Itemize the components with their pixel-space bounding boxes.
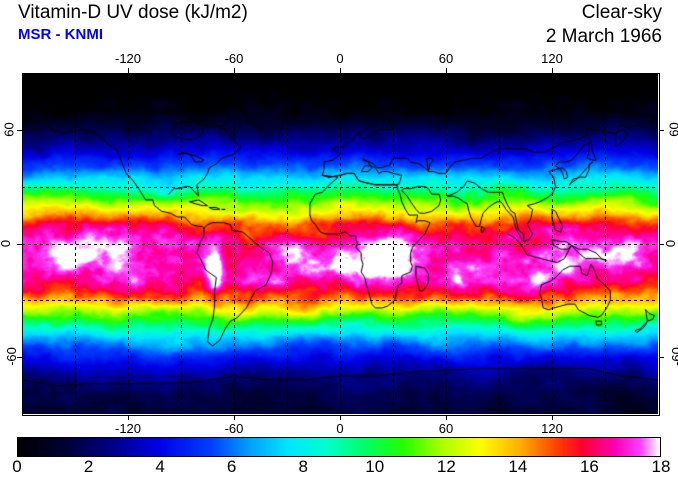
xtick-top — [552, 68, 553, 73]
ytick-label-left: 60 — [1, 122, 17, 137]
colorbar — [17, 437, 661, 457]
xtick-label-top: 0 — [336, 51, 344, 66]
xtick-label-top: -120 — [114, 51, 142, 66]
ytick-left — [17, 357, 22, 359]
xtick-label-bottom: 0 — [336, 421, 344, 436]
xtick-top — [446, 68, 447, 73]
xtick-bottom — [446, 415, 447, 420]
xtick-label-bottom: 120 — [541, 421, 563, 436]
xtick-top — [340, 68, 341, 73]
sky-condition-label: Clear-sky — [581, 2, 662, 23]
xtick-label-top: 60 — [438, 51, 454, 66]
xtick-bottom — [234, 415, 235, 420]
colorbar-tick-label: 2 — [83, 457, 94, 476]
plot-frame — [22, 73, 660, 416]
colorbar-tick-label: 8 — [298, 457, 308, 476]
colorbar-tick-label: 18 — [651, 457, 671, 476]
xtick-top — [128, 68, 129, 73]
ytick-right — [659, 243, 664, 245]
ytick-right — [659, 129, 664, 131]
xtick-label-top: -60 — [224, 51, 244, 66]
ytick-left — [17, 129, 22, 131]
source-label: MSR - KNMI — [18, 26, 103, 43]
xtick-bottom — [340, 415, 341, 420]
xtick-bottom — [552, 415, 553, 420]
page-title: Vitamin-D UV dose (kJ/m2) — [18, 2, 248, 23]
ytick-right — [659, 357, 664, 359]
xtick-label-bottom: -60 — [224, 421, 244, 436]
colorbar-tick-label: 10 — [365, 457, 385, 476]
xtick-label-top: 120 — [541, 51, 563, 66]
ytick-label-left: 0 — [0, 239, 13, 246]
xtick-label-bottom: -120 — [114, 421, 142, 436]
ytick-label-right: -60 — [668, 347, 678, 367]
xtick-bottom — [128, 415, 129, 420]
ytick-label-right: 0 — [663, 239, 678, 247]
map-plot-area — [22, 73, 660, 416]
ytick-left — [17, 243, 22, 245]
date-label: 2 March 1966 — [545, 26, 662, 47]
figure-header: Vitamin-D UV dose (kJ/m2) MSR - KNMI Cle… — [0, 0, 678, 52]
colorbar-tick-label: 12 — [436, 457, 456, 476]
colorbar-tick-label: 16 — [579, 457, 599, 476]
xtick-top — [234, 68, 235, 73]
colorbar-tick-label: 6 — [226, 457, 237, 476]
xtick-label-bottom: 60 — [438, 421, 454, 436]
colorbar-tick-label: 0 — [12, 457, 22, 476]
colorbar-tick-labels: 0 2 4 6 8 10 12 14 16 18 — [0, 457, 678, 479]
ytick-label-left: -60 — [3, 347, 19, 367]
colorbar-tick-label: 14 — [508, 457, 528, 476]
colorbar-tick-label: 4 — [155, 457, 165, 476]
ytick-label-right: 60 — [666, 122, 678, 137]
